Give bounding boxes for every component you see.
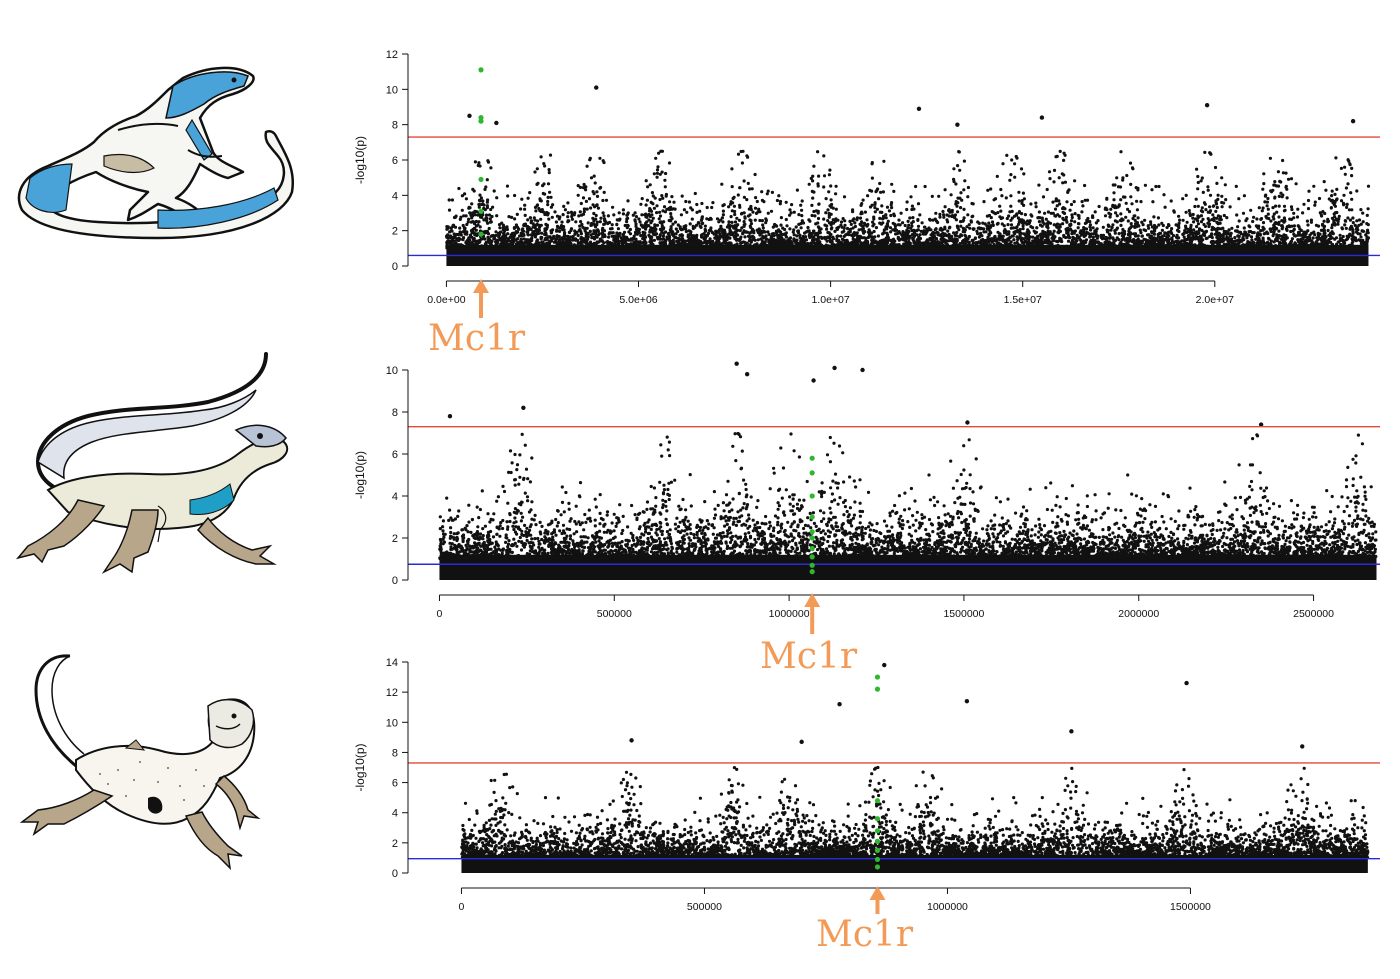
top-hit-point <box>745 372 749 376</box>
y-tick-label: 2 <box>392 226 398 238</box>
y-tick-label: 4 <box>392 190 398 202</box>
mc1r-point <box>875 816 880 821</box>
top-hit-point <box>1300 744 1304 748</box>
x-tick-label: 2500000 <box>1293 608 1334 620</box>
mc1r-point <box>478 177 483 182</box>
top-hit-point <box>521 406 525 410</box>
top-hit-point <box>734 362 738 366</box>
mc1r-label-plot-2: Mc1r <box>760 636 857 677</box>
x-tick-label: 2000000 <box>1118 608 1159 620</box>
y-tick-label: 12 <box>386 687 398 699</box>
y-tick-label: 8 <box>392 120 398 132</box>
mc1r-label-plot-3: Mc1r <box>816 914 913 955</box>
top-hit-point <box>955 122 959 126</box>
mc1r-point <box>810 535 815 540</box>
top-hit-point <box>799 740 803 744</box>
y-tick-label: 0 <box>392 261 398 273</box>
mc1r-point <box>875 828 880 833</box>
background-points <box>440 434 1376 560</box>
mc1r-point <box>810 569 815 574</box>
mc1r-point <box>810 546 815 551</box>
mc1r-point <box>810 470 815 475</box>
y-tick-label: 4 <box>392 808 398 820</box>
y-tick-label: 6 <box>392 155 398 167</box>
top-hit-point <box>965 699 969 703</box>
top-hit-point <box>594 85 598 89</box>
mc1r-point <box>810 554 815 559</box>
x-tick-label: 1000000 <box>927 901 968 913</box>
x-tick-label: 0 <box>459 901 465 913</box>
y-tick-label: 10 <box>386 365 398 377</box>
y-tick-label: 6 <box>392 449 398 461</box>
y-tick-label: 6 <box>392 778 398 790</box>
mc1r-point <box>875 839 880 844</box>
mc1r-point <box>875 864 880 869</box>
y-tick-label: 10 <box>386 717 398 729</box>
y-tick-label: 2 <box>392 533 398 545</box>
top-hit-point <box>882 663 886 667</box>
top-hit-point <box>811 378 815 382</box>
x-tick-label: 0 <box>437 608 443 620</box>
y-tick-label: 0 <box>392 868 398 880</box>
top-hit-point <box>1351 119 1355 123</box>
x-tick-label: 1000000 <box>769 608 810 620</box>
y-axis-label: -log10(p) <box>353 743 367 791</box>
top-hit-point <box>1069 729 1073 733</box>
mc1r-point <box>478 232 483 237</box>
top-hit-point <box>965 420 969 424</box>
mc1r-point <box>810 456 815 461</box>
y-axis-label: -log10(p) <box>353 451 367 499</box>
x-tick-label: 1.5e+07 <box>1004 294 1042 306</box>
y-tick-label: 8 <box>392 747 398 759</box>
background-points <box>462 768 1368 858</box>
mc1r-point <box>478 119 483 124</box>
x-tick-label: 0.0e+00 <box>427 294 465 306</box>
y-tick-label: 12 <box>386 49 398 61</box>
top-hit-point <box>1040 115 1044 119</box>
mc1r-point <box>875 857 880 862</box>
mc1r-label-plot-1: Mc1r <box>428 318 525 359</box>
mc1r-point <box>875 798 880 803</box>
top-hit-point <box>467 114 471 118</box>
y-axis-label: -log10(p) <box>353 136 367 184</box>
top-hit-point <box>917 107 921 111</box>
top-hit-point <box>448 414 452 418</box>
mc1r-point <box>875 674 880 679</box>
top-hit-point <box>1205 103 1209 107</box>
mc1r-point <box>875 687 880 692</box>
x-tick-label: 1.0e+07 <box>811 294 849 306</box>
top-hit-point <box>837 702 841 706</box>
mc1r-point <box>810 563 815 568</box>
mc1r-point <box>810 529 815 534</box>
x-tick-label: 1500000 <box>1170 901 1211 913</box>
mc1r-point <box>810 493 815 498</box>
top-hit-point <box>629 738 633 742</box>
mc1r-point <box>478 67 483 72</box>
y-tick-label: 0 <box>392 575 398 587</box>
top-hit-point <box>832 366 836 370</box>
x-tick-label: 500000 <box>597 608 632 620</box>
x-tick-label: 2.0e+07 <box>1196 294 1234 306</box>
y-tick-label: 2 <box>392 838 398 850</box>
mc1r-point <box>875 848 880 853</box>
y-tick-label: 4 <box>392 491 398 503</box>
top-hit-point <box>494 121 498 125</box>
x-tick-label: 5.0e+06 <box>619 294 657 306</box>
x-tick-label: 1500000 <box>943 608 984 620</box>
y-tick-label: 10 <box>386 84 398 96</box>
mc1r-point <box>810 514 815 519</box>
top-hit-point <box>860 368 864 372</box>
y-tick-label: 14 <box>386 657 398 669</box>
background-points <box>447 151 1369 248</box>
top-hit-point <box>1184 681 1188 685</box>
x-tick-label: 500000 <box>687 901 722 913</box>
y-tick-label: 8 <box>392 407 398 419</box>
mc1r-point <box>478 209 483 214</box>
